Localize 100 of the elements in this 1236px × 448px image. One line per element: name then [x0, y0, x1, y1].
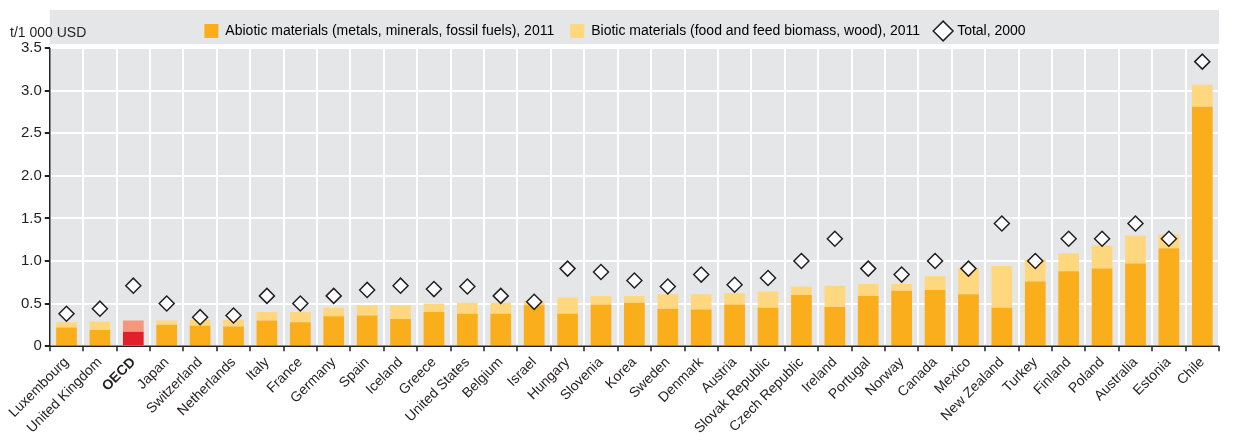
bar	[891, 290, 912, 346]
y-tick-label: 2.0	[20, 165, 42, 183]
legend-label: Total, 2000	[957, 21, 1026, 38]
y-tick-label: 1.5	[20, 208, 42, 226]
y-tick-label: 0	[33, 336, 42, 354]
point	[626, 272, 643, 289]
bar	[523, 305, 545, 346]
bar	[891, 283, 912, 291]
y-tick-label: 3.5	[20, 38, 42, 56]
bar	[289, 322, 311, 346]
bar	[1091, 245, 1113, 269]
bar	[824, 306, 846, 346]
point	[292, 295, 309, 312]
point	[960, 260, 977, 277]
y-tick-label: 3.0	[20, 80, 42, 98]
bar	[690, 309, 712, 346]
point	[993, 215, 1011, 232]
bar	[289, 312, 311, 323]
point	[191, 308, 209, 326]
bar	[857, 295, 879, 346]
point	[58, 305, 75, 323]
bar	[490, 302, 512, 314]
bar	[323, 307, 345, 317]
bar	[991, 266, 1013, 308]
point	[559, 260, 576, 277]
bar	[1024, 281, 1046, 346]
point	[325, 287, 342, 305]
legend-label: Biotic materials (food and feed biomass, wood), 2011	[591, 21, 921, 38]
bar	[323, 316, 345, 346]
bar	[390, 318, 411, 346]
y-tick-label: 1.0	[20, 251, 42, 269]
point	[592, 263, 610, 281]
bar	[356, 305, 378, 316]
bar	[624, 302, 645, 346]
bar	[356, 315, 378, 346]
bar	[557, 313, 578, 346]
bar	[791, 295, 812, 346]
bar	[590, 304, 612, 346]
bar	[223, 326, 244, 346]
bar	[1091, 268, 1113, 346]
bar	[590, 295, 612, 305]
bar	[156, 324, 178, 346]
bar	[624, 295, 645, 303]
point	[258, 287, 276, 305]
bar	[423, 303, 445, 313]
bar	[690, 294, 712, 310]
bar	[1058, 253, 1080, 272]
bar	[390, 305, 411, 319]
bar	[1125, 235, 1146, 264]
bar	[89, 321, 111, 330]
bar	[557, 297, 578, 314]
point	[459, 278, 476, 295]
point	[859, 260, 877, 277]
y-tick-label: 2.5	[20, 123, 42, 141]
point	[525, 293, 543, 311]
point	[225, 307, 242, 324]
point	[392, 277, 409, 294]
bar	[724, 293, 745, 305]
bar	[824, 285, 846, 307]
point	[793, 252, 810, 270]
point	[1194, 53, 1211, 70]
legend-label: Abiotic materials (metals, minerals, fossil fuels), 2011	[225, 21, 555, 38]
point	[1060, 230, 1077, 248]
bar	[156, 320, 178, 325]
bar	[1191, 106, 1213, 346]
bar	[1158, 248, 1180, 346]
bar	[1125, 263, 1146, 346]
point	[425, 280, 443, 298]
bar	[89, 329, 111, 346]
bar	[56, 322, 77, 328]
bar	[256, 312, 278, 321]
point	[726, 276, 743, 294]
point	[826, 230, 844, 248]
bar	[924, 289, 946, 346]
bar	[657, 308, 679, 346]
bar	[757, 291, 779, 308]
point	[91, 300, 109, 317]
point	[358, 281, 376, 299]
bar	[724, 304, 745, 346]
point	[659, 278, 677, 295]
point	[1093, 230, 1111, 248]
bar	[757, 307, 779, 346]
y-axis-title: t/1 000 USD	[10, 23, 87, 40]
bar	[857, 283, 879, 296]
bar	[657, 294, 679, 309]
bar	[189, 325, 211, 346]
bar	[122, 320, 144, 332]
bar	[991, 307, 1013, 346]
bar	[490, 313, 512, 346]
bar	[457, 313, 478, 346]
bar	[122, 331, 144, 346]
y-tick-label: 0.5	[20, 293, 42, 311]
bar	[423, 312, 445, 346]
point	[158, 295, 175, 312]
bar	[256, 320, 278, 346]
point	[759, 269, 777, 287]
point	[692, 266, 710, 283]
point	[1160, 230, 1178, 248]
bar	[1058, 271, 1080, 346]
point	[492, 287, 510, 305]
